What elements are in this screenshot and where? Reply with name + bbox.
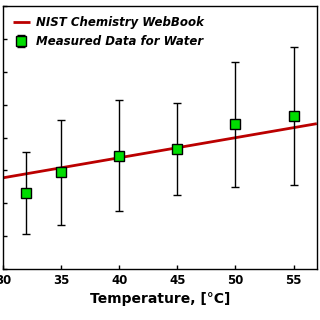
Legend: NIST Chemistry WebBook, Measured Data for Water: NIST Chemistry WebBook, Measured Data fo… — [9, 12, 208, 51]
X-axis label: Temperature, [°C]: Temperature, [°C] — [90, 292, 230, 306]
